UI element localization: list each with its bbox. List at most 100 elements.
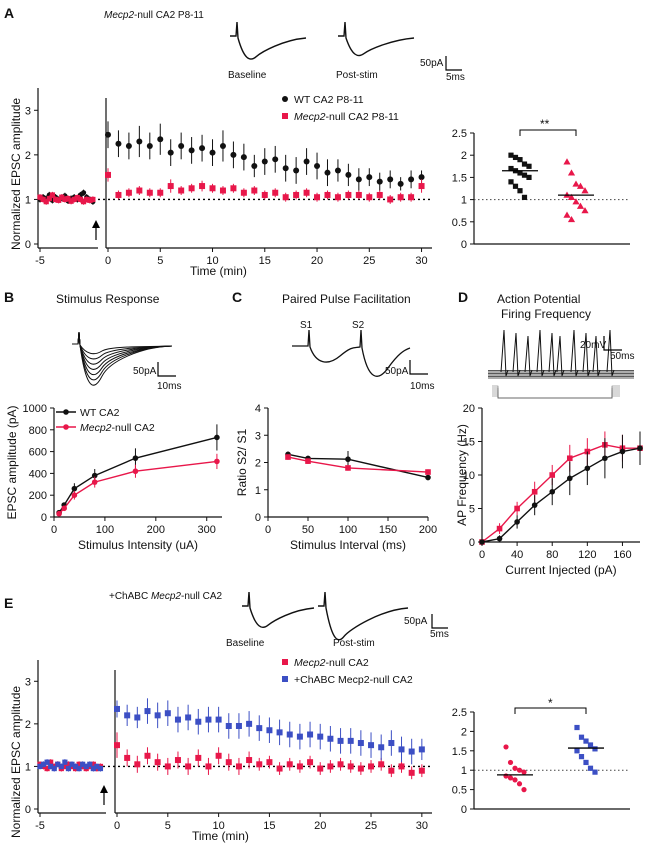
panel-a-timecourse-point [397, 194, 404, 201]
panel-e-baseline-label: Baseline [226, 638, 265, 649]
panel-b-x-tick-label: 300 [198, 524, 216, 536]
panel-b-series-line [58, 460, 217, 515]
panel-a-timecourse-baseline-point [71, 196, 77, 203]
panel-d-point [566, 475, 573, 482]
panel-e-summary-point [592, 769, 598, 775]
panel-b-series-line [58, 436, 218, 514]
panel-e-timecourse-point [388, 740, 395, 747]
panel-e-timecourse-x-tick-label: 20 [314, 820, 326, 832]
panel-a-sig: ** [540, 117, 550, 131]
panel-e-timecourse-stim-arrowhead [100, 785, 108, 793]
panel-e-timecourse-point [235, 763, 242, 770]
panel-a-timecourse-point [261, 191, 268, 198]
panel-a-timecourse-x-tick-label: 25 [363, 255, 375, 267]
panel-b-point [71, 485, 78, 492]
panel-e-timecourse-y-tick-label: 2 [25, 719, 31, 731]
panel-a-timecourse-point [146, 142, 153, 149]
panel-e-timecourse-baseline-point [90, 761, 96, 767]
panel-a-timecourse-point [199, 183, 206, 190]
panel-a-timecourse-point [230, 185, 237, 192]
panel-e-legend-mecp2: Mecp2-null CA2 [294, 657, 369, 669]
panel-c-x-tick-label: 50 [302, 524, 314, 536]
panel-e-timecourse-baseline-point [55, 761, 61, 767]
panel-e-scale-pa: 50pA [404, 616, 428, 627]
panel-e-timecourse-point [195, 718, 202, 725]
panel-a-xlabel: Time (min) [190, 264, 247, 278]
panel-e-timecourse-point [408, 769, 415, 776]
panel-a-timecourse-x-tick-label: -5 [35, 255, 45, 267]
panel-e-timecourse-x-tick-label: 30 [416, 820, 428, 832]
panel-e-timecourse-x-tick-label: 15 [263, 820, 275, 832]
panel-a-timecourse-point [209, 149, 216, 156]
panel-a-summary-point [581, 207, 589, 214]
panel-e-timecourse-point [246, 720, 253, 727]
panel-d-point [637, 445, 643, 452]
panel-a-summary-point [508, 152, 514, 158]
panel-a-ylabel: Normalized EPSC amplitude [9, 98, 23, 250]
panel-e-title: +ChABC Mecp2-null CA2 [109, 591, 223, 602]
panel-a-summary-y-tick-label: 0 [461, 239, 467, 251]
panel-c-y-tick-label: 4 [255, 403, 261, 415]
panel-a-timecourse-y-tick-label: 3 [25, 105, 31, 117]
panel-e-timecourse-point [164, 710, 171, 717]
panel-a-timecourse-point [230, 151, 237, 158]
panel-b-scale-pa: 50pA [133, 366, 157, 377]
panel-e-timecourse-baseline-point [94, 763, 100, 770]
panel-c-point [345, 456, 351, 463]
panel-e-timecourse-baseline-point [65, 761, 72, 767]
panel-e-timecourse-point [317, 733, 324, 740]
panel-d-current-step [492, 385, 620, 399]
panel-a-legend-mecp2: Mecp2-null CA2 P8-11 [294, 111, 399, 123]
panel-e-timecourse-point [347, 737, 354, 744]
panel-a-timecourse-baseline-point [90, 196, 96, 203]
panel-d-point [514, 519, 520, 525]
panel-c-point [285, 454, 291, 460]
panel-a-summary-point [521, 172, 528, 178]
panel-e-trace-poststim [318, 591, 409, 641]
panel-a-summary-point [526, 163, 532, 169]
panel-a-timecourse-point [355, 191, 362, 198]
panel-e-timecourse-baseline-point [97, 765, 104, 772]
panel-a-timecourse-point [303, 158, 310, 165]
panel-a-summary-point [567, 215, 576, 223]
panel-c-x-tick-label: 150 [379, 524, 397, 536]
panel-a-timecourse-y-tick-label: 1 [25, 194, 31, 206]
panel-c-trace [292, 329, 411, 377]
panel-c-s2: S2 [352, 320, 365, 331]
panel-b-legend-wt: WT CA2 [80, 407, 120, 419]
panel-a-poststim-label: Post-stim [336, 70, 378, 81]
panel-e-summary-point [583, 738, 589, 744]
panel-a-timecourse-point [334, 194, 341, 201]
panel-e-scale-ms: 5ms [430, 629, 449, 640]
panel-e-timecourse-point [124, 712, 131, 719]
panel-b-point [91, 472, 98, 479]
panel-c-y-tick-label: 3 [255, 430, 261, 442]
panel-e-summary-point [507, 775, 514, 781]
panel-e-timecourse-baseline-point [65, 765, 72, 772]
panel-e-trace-baseline [242, 591, 315, 628]
panel-e-timecourse-point [357, 740, 364, 747]
panel-e-timecourse-point [185, 763, 192, 770]
panel-a-timecourse-point [115, 191, 122, 198]
panel-a-timecourse-y-tick-label: 0 [25, 239, 31, 251]
panel-a-timecourse-baseline-point [80, 199, 87, 205]
panel-e-timecourse-point [357, 765, 364, 772]
panel-a-timecourse-point [293, 167, 300, 174]
panel-a-summary-point [581, 187, 589, 194]
panel-e-timecourse-point [205, 716, 212, 723]
panel-a-timecourse-point [418, 174, 425, 181]
panel-e-timecourse-point [114, 705, 120, 712]
panel-e-timecourse-baseline-point [90, 765, 96, 772]
panel-e-summary-point [583, 759, 589, 766]
panel-b-scale-ms: 10ms [157, 381, 181, 392]
panel-a-timecourse-point [125, 142, 132, 149]
panel-a-label: A [4, 5, 14, 21]
panel-a-timecourse-point [115, 140, 122, 147]
panel-e-timecourse-point [225, 722, 232, 729]
panel-a-summary-point [572, 180, 580, 187]
panel-c-s1: S1 [300, 320, 313, 331]
panel-b-label: B [4, 289, 14, 305]
panel-e-timecourse-point [276, 729, 283, 736]
panel-e-timecourse-baseline-point [44, 765, 50, 772]
panel-a-timecourse-point [387, 196, 394, 203]
